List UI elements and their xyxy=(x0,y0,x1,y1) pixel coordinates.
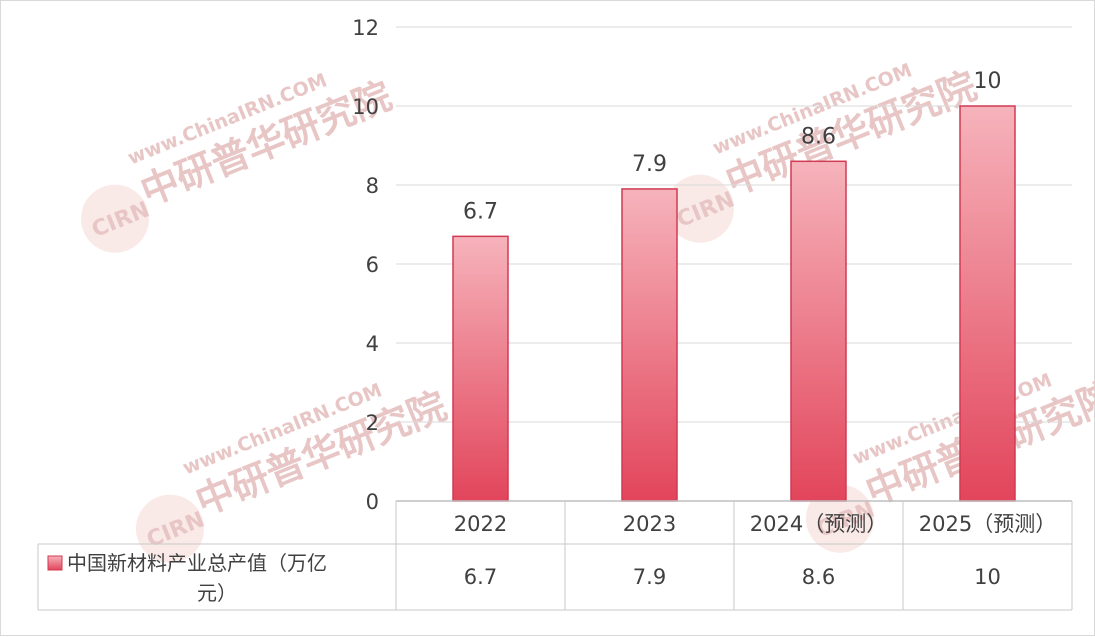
legend-label-line1: 中国新材料产业总产值（万亿 xyxy=(67,551,327,575)
y-tick-label: 0 xyxy=(366,490,379,514)
data-label: 6.7 xyxy=(463,199,498,224)
data-table: 2022 6.7 2023 7.9 2024（预测） 8.6 2025（预测） 10 中国新材料… xyxy=(37,500,1073,611)
data-labels: 6.7 7.9 8.6 10 xyxy=(463,69,1002,224)
category-label: 2022 xyxy=(454,512,507,536)
y-tick-label: 12 xyxy=(352,16,379,40)
legend-key-icon xyxy=(47,555,63,571)
legend-label-line2: 元） xyxy=(197,581,237,605)
y-tick-label: 6 xyxy=(366,253,379,277)
data-label: 8.6 xyxy=(801,124,836,149)
y-tick-label: 8 xyxy=(366,174,379,198)
watermark-logo-icon xyxy=(135,494,204,563)
table-value: 8.6 xyxy=(802,565,835,589)
bar-series xyxy=(452,105,1016,502)
table-value: 6.7 xyxy=(464,565,497,589)
y-tick-label: 2 xyxy=(366,411,379,435)
y-tick-label: 4 xyxy=(366,332,379,356)
category-label: 2024（预测） xyxy=(750,512,887,536)
watermark-logo-icon xyxy=(80,184,149,253)
y-axis-tick-labels: 0 2 4 6 8 10 12 xyxy=(352,16,379,514)
table-value: 7.9 xyxy=(633,565,666,589)
table-value: 10 xyxy=(974,565,1001,589)
y-tick-label: 10 xyxy=(352,95,379,119)
bar xyxy=(452,235,509,502)
watermark-logo-icon xyxy=(665,174,734,243)
category-label: 2023 xyxy=(623,512,676,536)
data-label: 10 xyxy=(974,69,1002,94)
data-label: 7.9 xyxy=(632,152,667,177)
category-label: 2025（预测） xyxy=(919,512,1056,536)
bar xyxy=(790,160,847,502)
bar xyxy=(621,188,678,502)
bar xyxy=(959,105,1016,502)
